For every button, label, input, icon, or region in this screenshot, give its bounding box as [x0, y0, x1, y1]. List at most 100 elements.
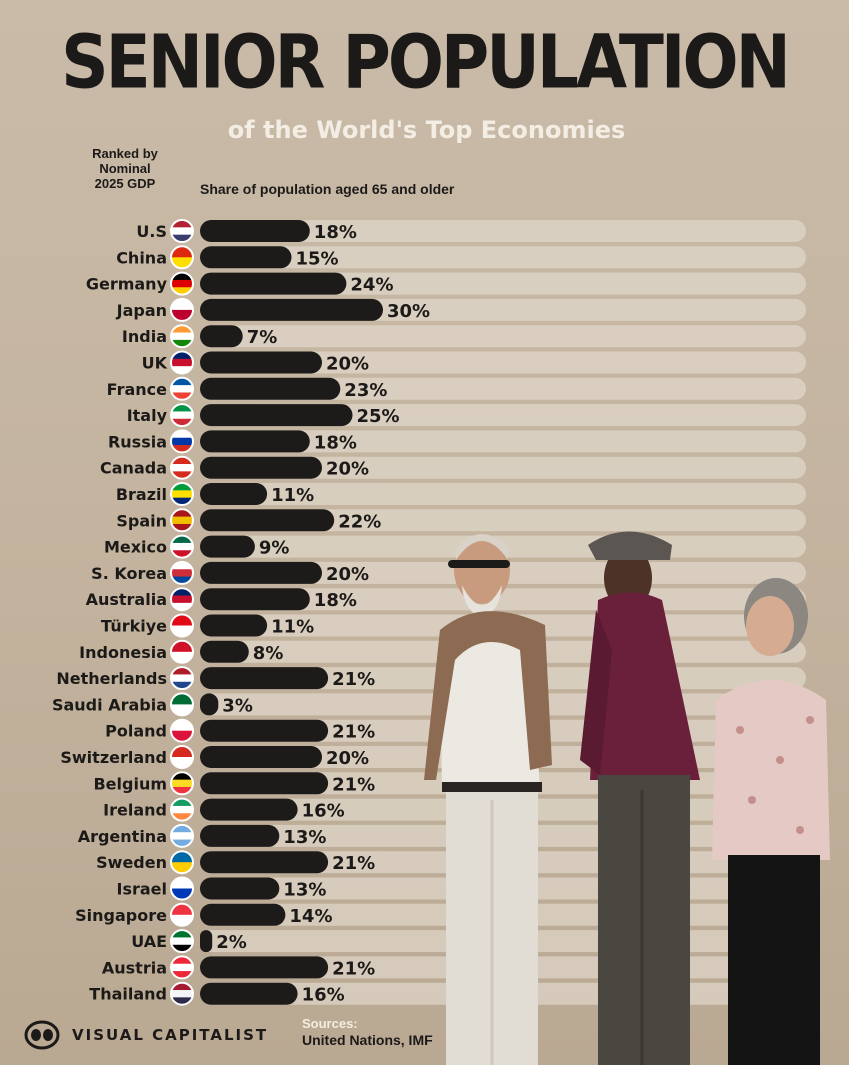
category-label: Thailand: [89, 985, 167, 1004]
bar: [200, 377, 341, 400]
bar-track: [200, 220, 806, 242]
bar-track: [200, 272, 806, 295]
value-label: 2%: [216, 932, 247, 953]
flag-austria-icon: [170, 955, 194, 980]
value-label: 18%: [314, 222, 357, 243]
category-label: Germany: [86, 275, 168, 294]
bar: [200, 246, 292, 269]
category-label: S. Korea: [91, 564, 167, 583]
bar-track: [200, 246, 806, 269]
category-label: Indonesia: [79, 643, 167, 662]
value-label: 25%: [357, 406, 400, 427]
value-label: 20%: [326, 354, 369, 375]
bar: [200, 325, 243, 348]
bar-track: [200, 377, 806, 400]
value-label: 21%: [332, 722, 375, 743]
flag-uk-icon: [170, 350, 194, 375]
category-label: Belgium: [93, 774, 167, 793]
bar: [200, 561, 322, 584]
value-label: 16%: [302, 985, 345, 1006]
value-label: 20%: [326, 459, 369, 480]
bar: [200, 640, 249, 663]
value-label: 22%: [338, 511, 381, 532]
value-label: 8%: [253, 643, 284, 664]
bar: [200, 903, 286, 926]
bar: [200, 667, 329, 690]
page-subtitle: of the World's Top Economies: [227, 116, 626, 144]
value-label: 21%: [332, 669, 375, 690]
flag-ireland-icon: [170, 797, 194, 822]
value-label: 20%: [326, 748, 369, 769]
value-label: 18%: [314, 590, 357, 611]
flag-germany-icon: [170, 271, 194, 296]
value-label: 21%: [332, 853, 375, 874]
sources-label: Sources:: [302, 1016, 358, 1031]
ranking-note: Ranked by Nominal 2025 GDP: [92, 146, 158, 191]
bar-track: [200, 456, 806, 479]
category-label: Singapore: [75, 906, 167, 925]
category-label: Sweden: [96, 853, 167, 872]
value-label: 21%: [332, 774, 375, 795]
value-label: 3%: [222, 695, 253, 716]
value-label: 20%: [326, 564, 369, 585]
category-label: Austria: [102, 958, 167, 977]
value-label: 30%: [387, 301, 430, 322]
bar: [200, 930, 213, 953]
bar: [200, 220, 310, 242]
sources-text: United Nations, IMF: [302, 1032, 433, 1048]
value-label: 24%: [350, 275, 393, 296]
category-label: Japan: [116, 301, 167, 320]
axis-label: Share of population aged 65 and older: [200, 181, 455, 197]
category-label: India: [122, 327, 167, 346]
bar: [200, 404, 353, 427]
flag-russia-icon: [170, 429, 194, 454]
flag-canada-icon: [170, 455, 194, 480]
bar: [200, 535, 255, 558]
value-label: 15%: [296, 248, 339, 269]
value-label: 23%: [344, 380, 387, 401]
category-label: Russia: [108, 432, 167, 451]
bar: [200, 351, 322, 374]
category-label: Ireland: [103, 801, 167, 820]
flag-uae-icon: [170, 929, 194, 954]
category-label: Italy: [127, 406, 168, 425]
bar: [200, 509, 335, 532]
value-label: 21%: [332, 958, 375, 979]
flag-belgium-icon: [170, 771, 194, 796]
person-left: [424, 534, 552, 1065]
person-right: [712, 578, 830, 1065]
flag-us-icon: [170, 219, 194, 243]
category-label: Israel: [117, 880, 168, 899]
bar: [200, 719, 329, 742]
flag-spain-icon: [170, 508, 194, 533]
bar: [200, 272, 347, 295]
bar: [200, 693, 219, 716]
flag-singapore-icon: [170, 902, 194, 927]
flag-brazil-icon: [170, 482, 194, 506]
flag-israel-icon: [170, 876, 194, 901]
category-label: Spain: [116, 511, 167, 530]
brand-logo: VISUAL CAPITALIST: [24, 1020, 268, 1050]
bar: [200, 982, 298, 1005]
category-label: China: [116, 248, 167, 267]
value-label: 13%: [283, 827, 326, 848]
category-label: Saudi Arabia: [52, 695, 167, 714]
bar-track: [200, 430, 806, 453]
category-label: Switzerland: [60, 748, 167, 767]
bar: [200, 877, 280, 900]
category-label: Mexico: [104, 538, 167, 557]
value-label: 11%: [271, 485, 314, 506]
category-label: Australia: [86, 590, 167, 609]
value-label: 9%: [259, 538, 290, 559]
flag-japan-icon: [170, 297, 194, 322]
bar: [200, 746, 322, 768]
bar: [200, 588, 310, 611]
flag-saudi-arabia-icon: [170, 692, 194, 717]
flag-argentina-icon: [170, 823, 194, 848]
flag-india-icon: [170, 324, 194, 349]
value-label: 16%: [302, 801, 345, 822]
bar-track: [200, 483, 806, 505]
bar-track: [200, 351, 806, 374]
